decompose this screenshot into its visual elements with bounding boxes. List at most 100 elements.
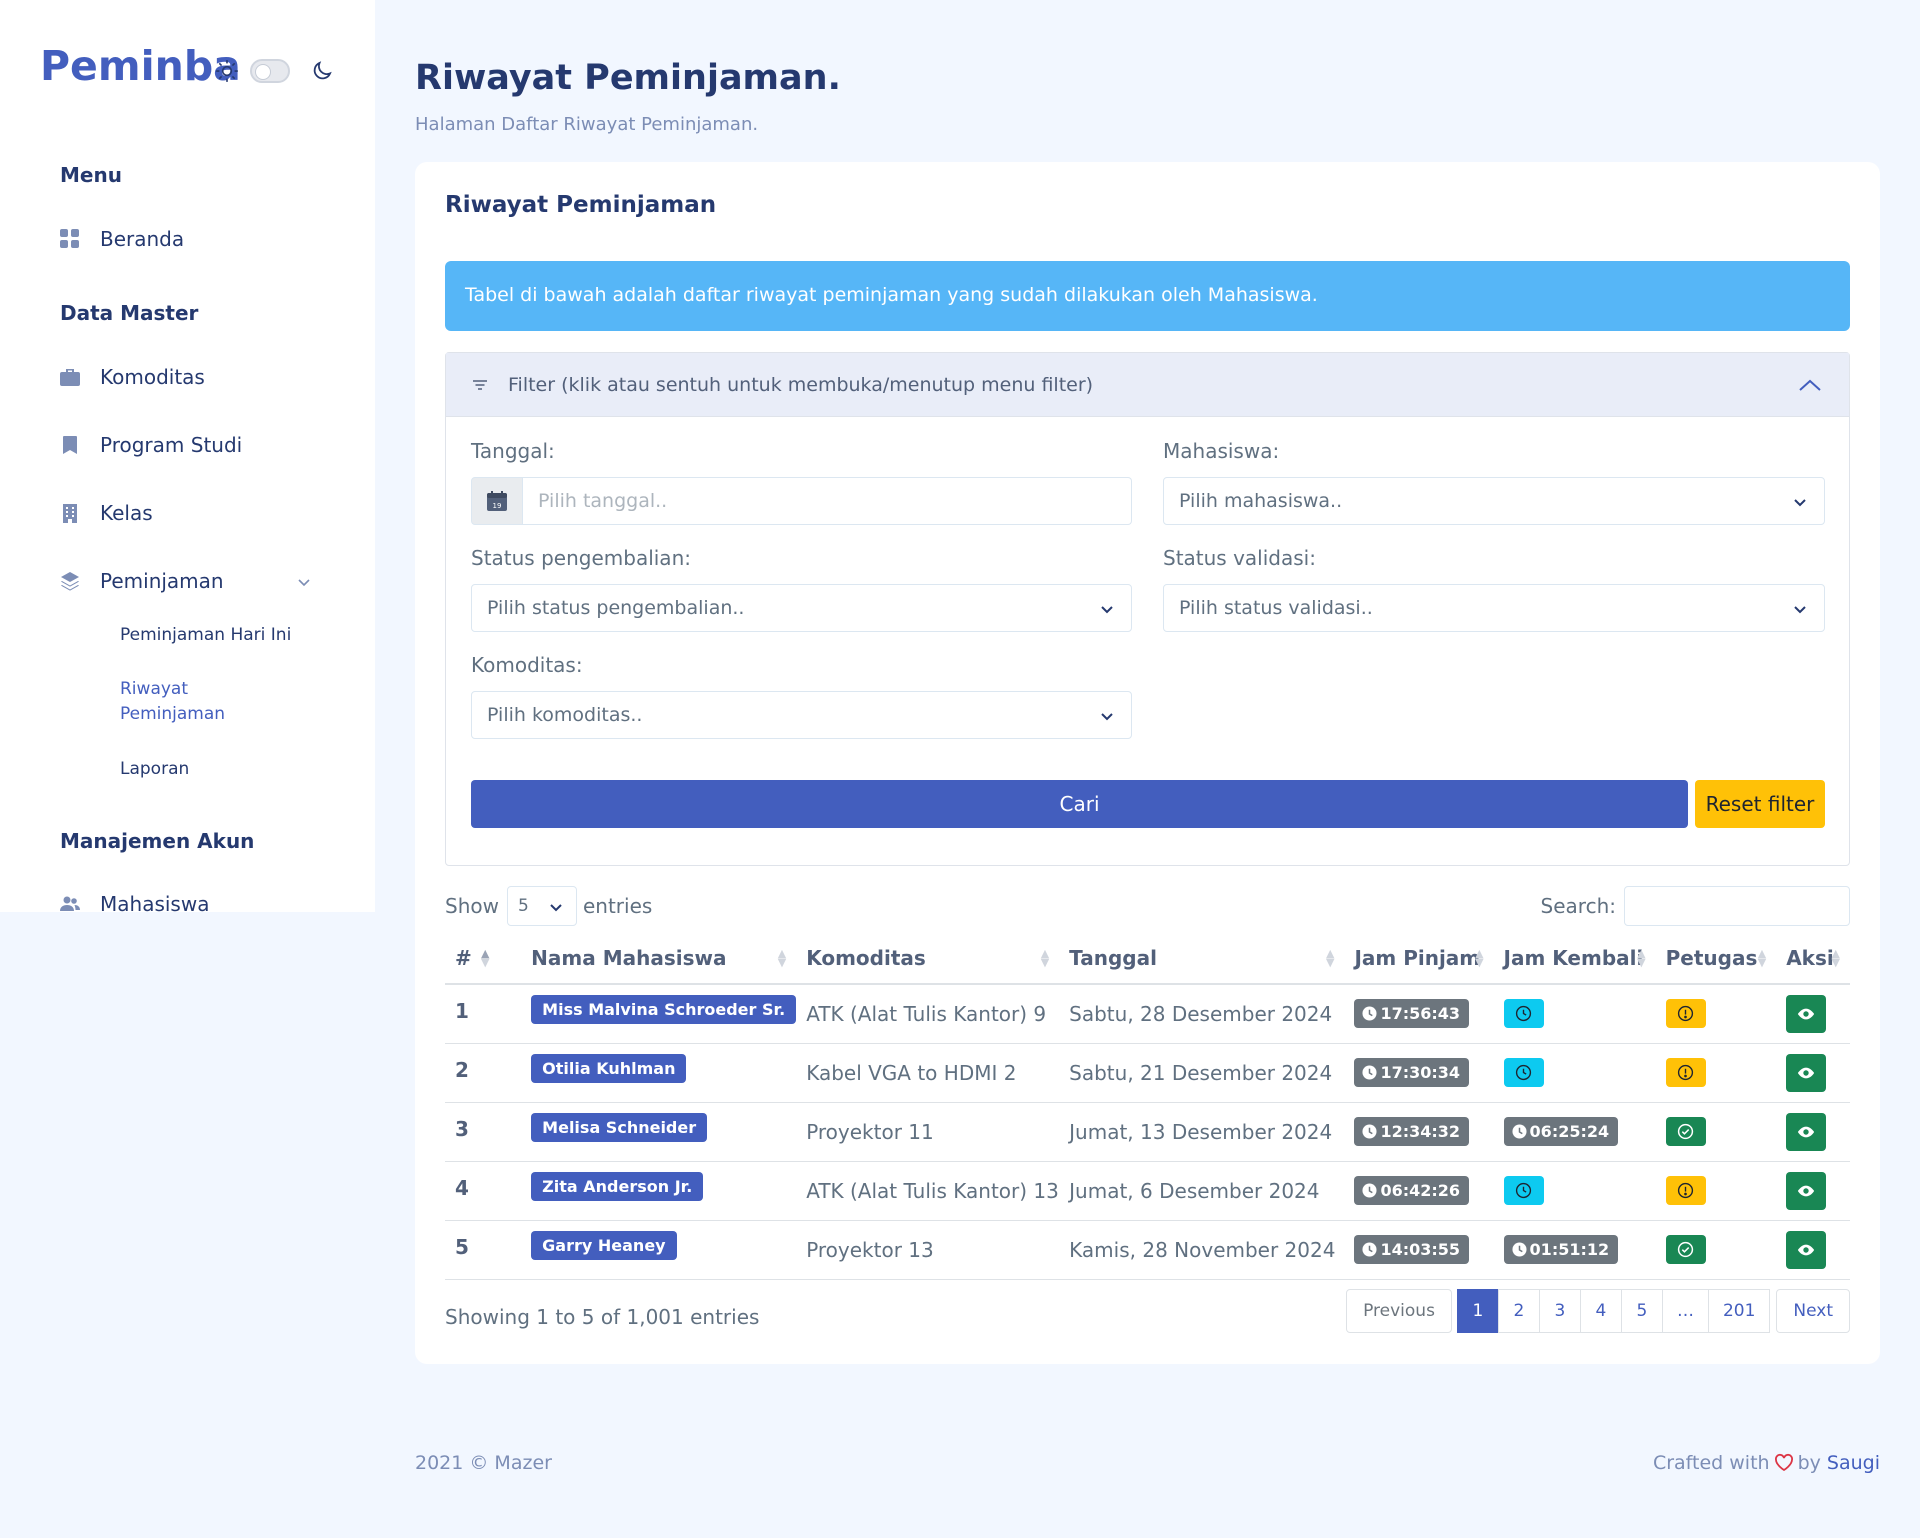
- view-detail-button[interactable]: [1786, 994, 1827, 1033]
- column-header[interactable]: # ▲ ▼: [445, 932, 522, 985]
- column-header[interactable]: Tanggal ▲ ▼: [1059, 932, 1345, 985]
- komoditas-select[interactable]: Pilih komoditas..: [471, 691, 1132, 739]
- page-button[interactable]: 4: [1579, 1289, 1622, 1333]
- sidebar-item-label: Beranda: [100, 227, 185, 251]
- view-detail-button[interactable]: [1786, 1230, 1827, 1269]
- chevron-down-icon: [1101, 606, 1113, 614]
- row-number: 5: [445, 1220, 522, 1280]
- nama-cell: Otilia Kuhlman: [521, 1043, 797, 1103]
- column-header[interactable]: Komoditas ▲ ▼: [796, 932, 1060, 985]
- sidebar-subitem-hari-ini[interactable]: Peminjaman Hari Ini: [120, 625, 292, 645]
- entries-length-select[interactable]: 5: [506, 886, 577, 926]
- komoditas-cell: Proyektor 11: [796, 1102, 1060, 1162]
- page-button[interactable]: 201: [1707, 1289, 1771, 1333]
- column-header-label: Petugas: [1665, 945, 1758, 970]
- view-detail-button[interactable]: [1786, 1171, 1827, 1210]
- clock-icon: [1362, 1006, 1377, 1021]
- status-validasi-select[interactable]: Pilih status validasi..: [1163, 584, 1825, 632]
- tanggal-field[interactable]: 19 Pilih tanggal..: [471, 477, 1132, 525]
- column-header[interactable]: Aksi ▲ ▼: [1776, 932, 1850, 985]
- chevron-down-icon[interactable]: [294, 572, 314, 592]
- sidebar-item-label: Kelas: [100, 501, 153, 525]
- view-detail-button[interactable]: [1786, 1053, 1827, 1092]
- jam-kembali-value: 06:25:24: [1529, 1122, 1610, 1141]
- mahasiswa-select[interactable]: Pilih mahasiswa..: [1163, 477, 1825, 525]
- page-title: Riwayat Peminjaman.: [415, 58, 841, 98]
- column-header-label: #: [455, 945, 472, 970]
- search-input[interactable]: [1624, 886, 1850, 926]
- reset-filter-button[interactable]: Reset filter: [1695, 780, 1825, 828]
- sidebar-subitem-riwayat[interactable]: Riwayat Peminjaman: [120, 677, 225, 727]
- column-header-label: Aksi: [1786, 945, 1834, 970]
- row-number: 4: [445, 1161, 522, 1221]
- jam-pinjam-badge: 14:03:55: [1354, 1235, 1470, 1264]
- page-button[interactable]: 3: [1538, 1289, 1581, 1333]
- sidebar-subitem-riwayat-line2: Peminjaman: [120, 704, 226, 724]
- jam-pinjam-badge: 17:56:43: [1354, 999, 1470, 1029]
- grid-icon: [60, 229, 79, 248]
- check-circle-icon: [1677, 1241, 1694, 1258]
- aksi-cell: [1776, 984, 1850, 1044]
- sidebar-item-beranda[interactable]: Beranda: [60, 227, 184, 251]
- column-header[interactable]: Petugas ▲ ▼: [1655, 932, 1777, 985]
- filter-toggle[interactable]: Filter (klik atau sentuh untuk membuka/m…: [446, 353, 1849, 417]
- column-header[interactable]: Nama Mahasiswa ▲ ▼: [521, 932, 797, 985]
- briefcase-icon: [60, 369, 80, 386]
- view-detail-button[interactable]: [1786, 1112, 1827, 1151]
- clock-icon: [1515, 1064, 1532, 1081]
- page-ellipsis: …: [1661, 1289, 1709, 1333]
- sidebar-subitem-laporan[interactable]: Laporan: [120, 759, 190, 779]
- column-header[interactable]: Jam Pinjam ▲ ▼: [1344, 932, 1494, 985]
- table-row: 2 Otilia Kuhlman Kabel VGA to HDMI 2 Sabtu,…: [445, 1043, 1850, 1103]
- pagination: Previous 1 2 3 4 5… 201 Next: [1346, 1289, 1850, 1333]
- jam-pinjam-value: 17:30:34: [1380, 1063, 1461, 1082]
- column-header-label: Jam Pinjam: [1354, 945, 1481, 970]
- clock-icon: [1512, 1124, 1527, 1139]
- sidebar-item-peminjaman[interactable]: Peminjaman: [60, 569, 224, 593]
- petugas-cell: [1655, 1102, 1777, 1162]
- previous-page-button[interactable]: Previous: [1346, 1289, 1452, 1333]
- sidebar-item-program-studi[interactable]: Program Studi: [60, 433, 242, 457]
- mahasiswa-select-value: Pilih mahasiswa..: [1179, 490, 1343, 512]
- column-header[interactable]: Jam Kembali ▲ ▼: [1493, 932, 1656, 985]
- page-button[interactable]: 5: [1620, 1289, 1663, 1333]
- next-page-button[interactable]: Next: [1776, 1289, 1850, 1333]
- sidebar-item-label: Mahasiswa: [100, 892, 210, 916]
- aksi-cell: [1776, 1043, 1850, 1103]
- footer-crafted: Crafted with: [1652, 1452, 1770, 1474]
- petugas-cell: [1655, 1161, 1777, 1221]
- sidebar-item-kelas[interactable]: Kelas: [60, 501, 153, 525]
- sun-icon: [216, 60, 238, 82]
- komoditas-cell: ATK (Alat Tulis Kantor) 13: [796, 1161, 1060, 1221]
- exclamation-circle-icon: [1678, 1182, 1694, 1199]
- tanggal-cell: Jumat, 6 Desember 2024: [1059, 1161, 1345, 1221]
- sidebar-item-mahasiswa[interactable]: Mahasiswa: [60, 892, 209, 916]
- sidebar-item-komoditas[interactable]: Komoditas: [60, 365, 205, 389]
- chevron-down-icon: [1101, 713, 1113, 721]
- brand-logo[interactable]: Peminba: [40, 42, 241, 90]
- sidebar-item-label: Peminjaman: [100, 569, 224, 593]
- table-row: 1 Miss Malvina Schroeder Sr. ATK (Alat Tul…: [445, 984, 1850, 1044]
- petugas-cell: [1655, 984, 1777, 1044]
- petugas-validated-badge: [1665, 1117, 1706, 1146]
- eye-icon: [1798, 1185, 1815, 1196]
- manajemen-akun-section-title: Manajemen Akun: [60, 829, 255, 853]
- cari-button[interactable]: Cari: [471, 780, 1688, 828]
- tanggal-label: Tanggal:: [471, 439, 555, 463]
- dark-mode-toggle[interactable]: [250, 59, 290, 83]
- jam-pinjam-value: 14:03:55: [1380, 1240, 1461, 1259]
- row-number: 1: [445, 984, 522, 1044]
- tanggal-input[interactable]: Pilih tanggal..: [523, 477, 1132, 525]
- status-pengembalian-select[interactable]: Pilih status pengembalian..: [471, 584, 1132, 632]
- sort-icon: ▲ ▼: [1325, 947, 1335, 969]
- page-button[interactable]: 1: [1456, 1289, 1499, 1333]
- jam-kembali-badge: 06:25:24: [1503, 1117, 1619, 1146]
- mahasiswa-name-badge: Garry Heaney: [531, 1231, 677, 1260]
- calendar-addon: 19: [471, 477, 523, 525]
- page-button[interactable]: 2: [1497, 1289, 1540, 1333]
- tanggal-cell: Kamis, 28 November 2024: [1059, 1220, 1345, 1280]
- filter-header-text: Filter (klik atau sentuh untuk membuka/m…: [508, 373, 1094, 396]
- footer-author-link[interactable]: Saugi: [1826, 1452, 1880, 1474]
- column-header-label: Tanggal: [1069, 945, 1157, 970]
- exclamation-circle-icon: [1678, 1064, 1694, 1081]
